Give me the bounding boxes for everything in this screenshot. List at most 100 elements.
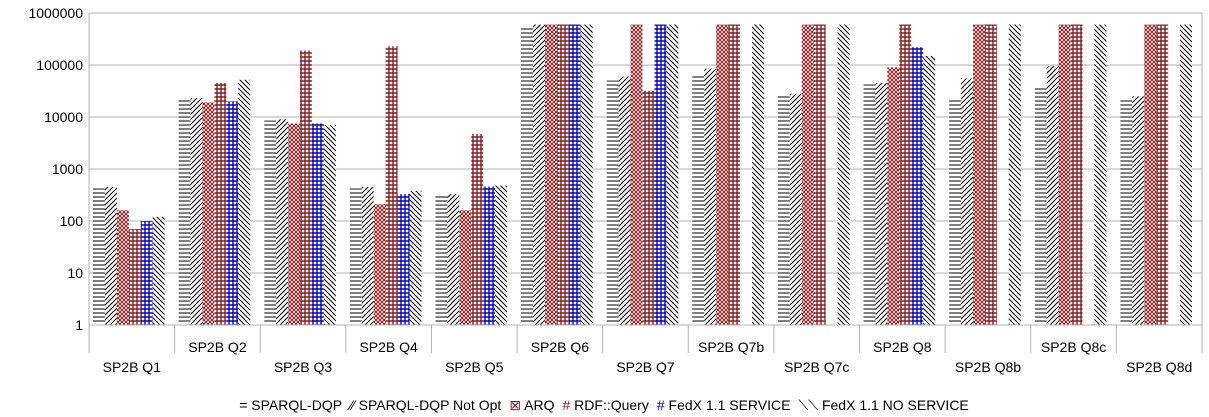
bar: [104, 187, 117, 325]
y-tick-label: 100: [60, 213, 84, 229]
bar: [666, 24, 679, 326]
bar: [1070, 24, 1083, 326]
bar: [1132, 96, 1145, 325]
legend-swatch: #: [657, 397, 669, 413]
y-tick-label: 10000: [44, 109, 83, 125]
legend-entries: = SPARQL-DQP ⁄⁄ SPARQL-DQP Not Opt ⊠ ARQ # …: [239, 397, 969, 413]
bar: [949, 98, 962, 325]
bar: [692, 74, 705, 325]
x-category-label: SP2B Q7b: [698, 339, 764, 355]
x-category-label: SP2B Q6: [531, 339, 590, 355]
bar: [580, 24, 593, 326]
bar: [214, 83, 227, 325]
bar: [202, 102, 215, 325]
x-category-label: SP2B Q7: [616, 359, 675, 375]
x-category-label: SP2B Q8: [873, 339, 932, 355]
bar: [1094, 24, 1107, 326]
bar: [654, 24, 667, 326]
bar: [568, 24, 581, 326]
legend-label: SPARQL-DQP Not Opt: [359, 397, 502, 413]
bar: [751, 24, 764, 326]
x-category-label: SP2B Q7c: [784, 359, 849, 375]
x-category-label: SP2B Q8b: [955, 359, 1021, 375]
bar: [409, 190, 422, 325]
bar: [178, 100, 191, 325]
bar: [226, 101, 239, 326]
bar: [899, 24, 912, 326]
bar: [264, 120, 277, 325]
bar: [397, 194, 410, 325]
legend-swatch: ⟍⟍: [798, 397, 822, 413]
bar: [1008, 24, 1021, 326]
x-category-label: SP2B Q8d: [1126, 359, 1192, 375]
x-category-label: SP2B Q5: [445, 359, 504, 375]
bar: [471, 134, 484, 325]
bar: [385, 46, 398, 325]
bar: [116, 210, 129, 325]
bar: [789, 93, 802, 326]
bar: [93, 188, 105, 325]
bar: [447, 194, 460, 325]
bar: [1058, 24, 1071, 326]
legend-swatch: ⁄⁄: [347, 397, 359, 413]
bar: [1144, 24, 1157, 326]
bar: [300, 50, 312, 325]
bar: [875, 83, 888, 325]
bar: [128, 229, 141, 325]
bar: [311, 123, 324, 325]
y-tick-label: 1000000: [28, 5, 83, 21]
bar: [911, 47, 924, 325]
bar: [923, 55, 936, 325]
bar: [152, 216, 165, 325]
y-axis-tick-labels: 1 10 100 1000 10000 100000 1000000: [28, 5, 83, 333]
bar: [606, 80, 619, 325]
bar: [863, 84, 876, 325]
bar: [642, 90, 655, 325]
bar: [556, 24, 569, 326]
bar: [373, 204, 386, 325]
x-category-label: SP2B Q1: [103, 359, 162, 375]
bar: [544, 24, 557, 326]
legend: = SPARQL-DQP ⁄⁄ SPARQL-DQP Not Opt ⊠ ARQ # …: [239, 397, 969, 413]
bar: [483, 186, 496, 325]
legend-swatch: #: [562, 397, 574, 413]
x-category-label: SP2B Q4: [359, 339, 418, 355]
bar: [533, 24, 545, 326]
legend-swatch: ⊠: [509, 397, 524, 413]
x-category-label: SP2B Q2: [188, 339, 247, 355]
bar: [459, 210, 472, 325]
legend-label: RDF::Query: [574, 397, 649, 413]
bar: [349, 188, 362, 325]
axes: [88, 13, 1203, 353]
bar: [837, 24, 850, 326]
x-axis-category-labels: SP2B Q1 SP2B Q2 SP2B Q3 SP2B Q4 SP2B Q5 SP2B …: [103, 339, 1193, 375]
bar: [435, 194, 448, 325]
bar: [323, 125, 336, 325]
y-tick-label: 10: [67, 265, 83, 281]
bar: [238, 79, 251, 326]
bar: [961, 78, 974, 326]
bar: [777, 95, 790, 325]
legend-label: ARQ: [524, 397, 554, 413]
y-tick-label: 1: [75, 317, 83, 333]
bar: [1046, 66, 1059, 325]
bar: [361, 187, 374, 325]
x-category-label: SP2B Q3: [274, 359, 333, 375]
bar: [704, 68, 717, 325]
bar: [1120, 98, 1133, 325]
y-tick-label: 100000: [36, 57, 83, 73]
bar: [716, 24, 729, 326]
bar: [630, 24, 643, 326]
bar: [288, 123, 301, 325]
bar: [521, 27, 534, 326]
legend-label: FedX 1.1 NO SERVICE: [822, 397, 969, 413]
x-category-label: SP2B Q8c: [1041, 339, 1106, 355]
y-tick-label: 1000: [52, 161, 83, 177]
bar: [813, 24, 826, 326]
bar: [1034, 86, 1047, 325]
bar: [140, 221, 153, 325]
bar: [190, 98, 203, 325]
bars: [93, 24, 1192, 326]
bar: [618, 76, 631, 325]
bar: [1156, 24, 1169, 326]
